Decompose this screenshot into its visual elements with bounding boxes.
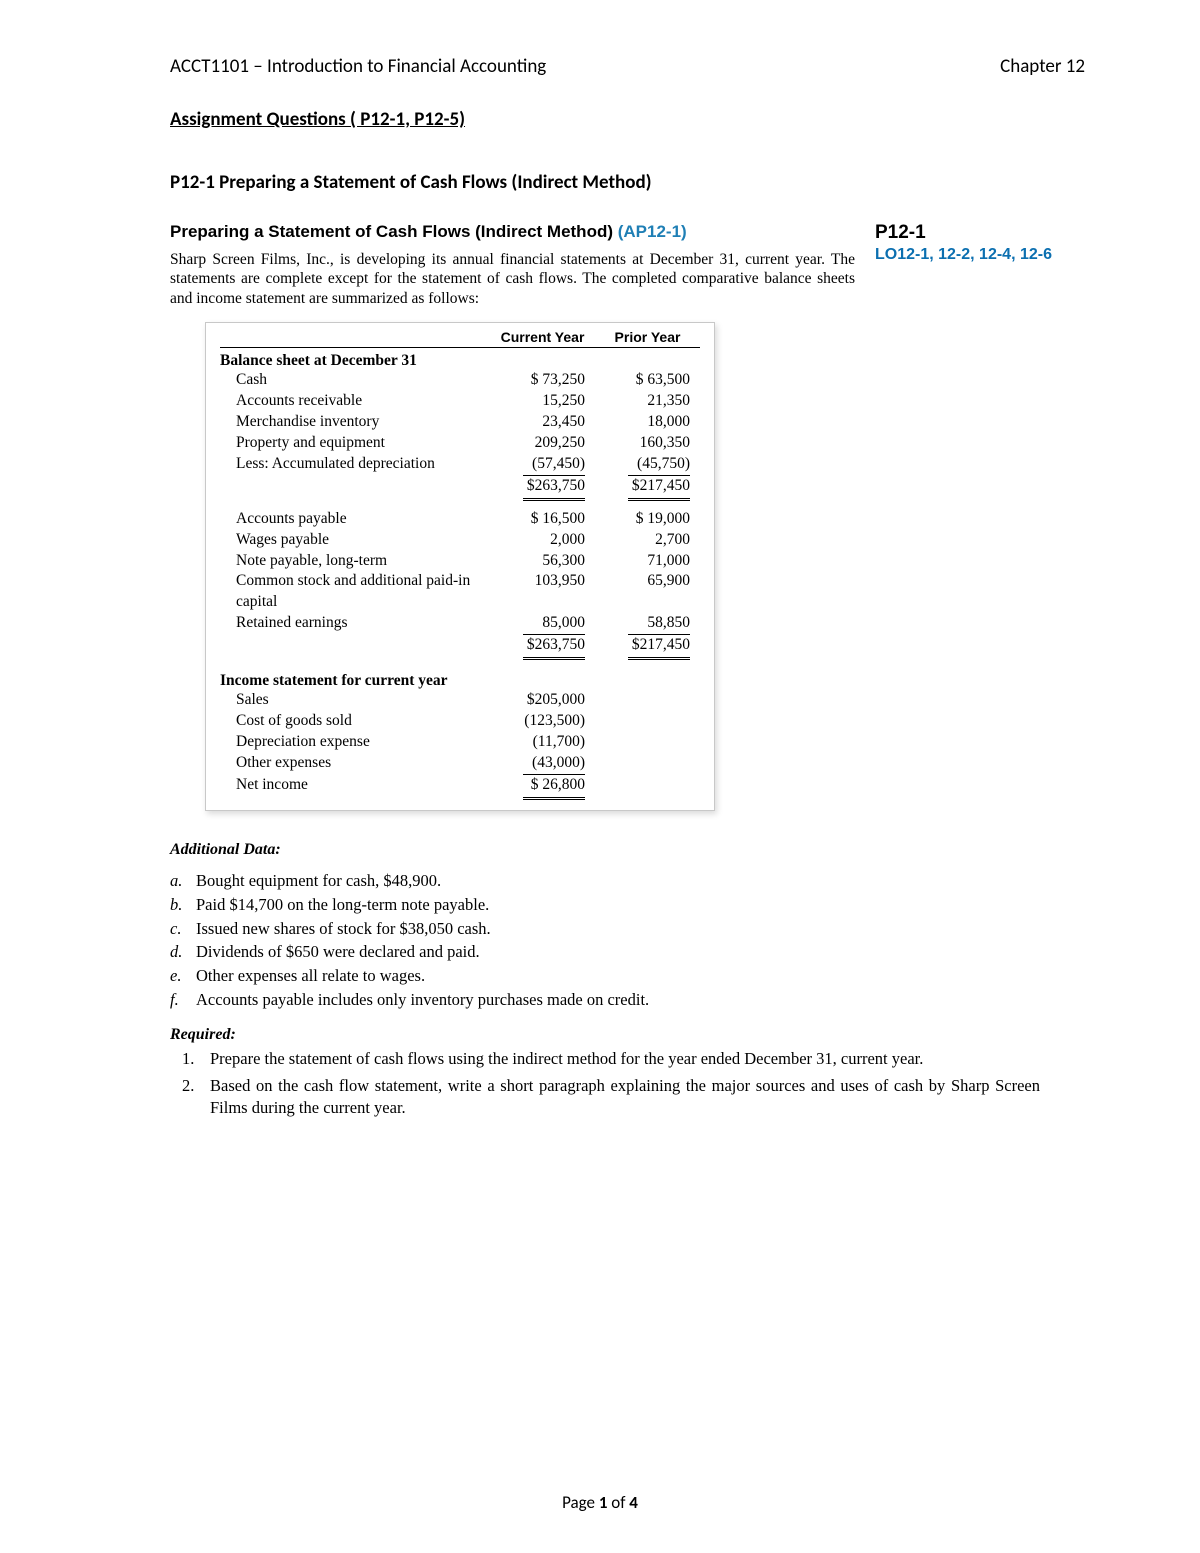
list-item: f.Accounts payable includes only invento… <box>188 988 1085 1012</box>
problem-codes: P12-1 LO12-1, 12-2, 12-4, 12-6 <box>875 222 1085 264</box>
list-item: c.Issued new shares of stock for $38,050… <box>188 917 1085 941</box>
list-item: b.Paid $14,700 on the long-term note pay… <box>188 893 1085 917</box>
course-code: ACCT1101 – Introduction to Financial Acc… <box>170 55 546 78</box>
chapter-label: Chapter 12 <box>1000 55 1085 78</box>
table-row: Cash$ 73,250$ 63,500 <box>220 370 700 391</box>
list-item: 2.Based on the cash flow statement, writ… <box>204 1075 1040 1120</box>
list-item: e.Other expenses all relate to wages. <box>188 964 1085 988</box>
table-row: Retained earnings85,00058,850 <box>220 613 700 635</box>
net-income-row: Net income $ 26,800 <box>220 775 700 800</box>
table-row: Less: Accumulated depreciation(57,450)(4… <box>220 454 700 476</box>
intro-paragraph: Sharp Screen Films, Inc., is developing … <box>170 250 855 308</box>
p-code: P12-1 <box>875 222 1085 244</box>
col-prior-year: Prior Year <box>595 329 700 345</box>
additional-data-heading: Additional Data: <box>170 841 1085 859</box>
section-balance-sheet: Balance sheet at December 31 <box>220 352 700 370</box>
col-current-year: Current Year <box>490 329 595 345</box>
table-row: Cost of goods sold(123,500) <box>220 711 700 732</box>
table-row: Note payable, long-term56,30071,000 <box>220 551 700 572</box>
table-row: Wages payable2,0002,700 <box>220 530 700 551</box>
ap-code: (AP12-1) <box>618 222 687 241</box>
table-row: Other expenses(43,000) <box>220 753 700 775</box>
list-item: 1.Prepare the statement of cash flows us… <box>204 1048 1040 1070</box>
liabilities-equity-total: $263,750 $217,450 <box>220 635 700 660</box>
table-row: Sales$205,000 <box>220 690 700 711</box>
financial-table: Current Year Prior Year Balance sheet at… <box>205 322 715 811</box>
additional-data-list: a.Bought equipment for cash, $48,900.b.P… <box>170 869 1085 1013</box>
list-item: a.Bought equipment for cash, $48,900. <box>188 869 1085 893</box>
required-heading: Required: <box>170 1026 1085 1044</box>
problem-heading: P12-1 Preparing a Statement of Cash Flow… <box>170 171 1085 194</box>
assignment-title: Assignment Questions ( P12-1, P12-5) <box>170 108 1085 131</box>
problem-meta-row: Preparing a Statement of Cash Flows (Ind… <box>170 222 1085 322</box>
list-item: d.Dividends of $650 were declared and pa… <box>188 940 1085 964</box>
learning-objectives: LO12-1, 12-2, 12-4, 12-6 <box>875 246 1085 264</box>
table-row: Merchandise inventory23,45018,000 <box>220 412 700 433</box>
table-row: Accounts payable$ 16,500$ 19,000 <box>220 509 700 530</box>
table-row: Accounts receivable15,25021,350 <box>220 391 700 412</box>
table-row: Depreciation expense(11,700) <box>220 732 700 753</box>
required-list: 1.Prepare the statement of cash flows us… <box>170 1048 1040 1119</box>
table-row: Property and equipment209,250160,350 <box>220 433 700 454</box>
page-header: ACCT1101 – Introduction to Financial Acc… <box>170 55 1085 78</box>
assets-total: $263,750 $217,450 <box>220 476 700 501</box>
problem-subtitle: Preparing a Statement of Cash Flows (Ind… <box>170 222 855 242</box>
table-header-row: Current Year Prior Year <box>220 329 700 348</box>
table-row: Common stock and additional paid-in capi… <box>220 571 700 613</box>
page-footer: Page 1 of 4 <box>0 1492 1200 1513</box>
section-income-statement: Income statement for current year <box>220 672 700 690</box>
